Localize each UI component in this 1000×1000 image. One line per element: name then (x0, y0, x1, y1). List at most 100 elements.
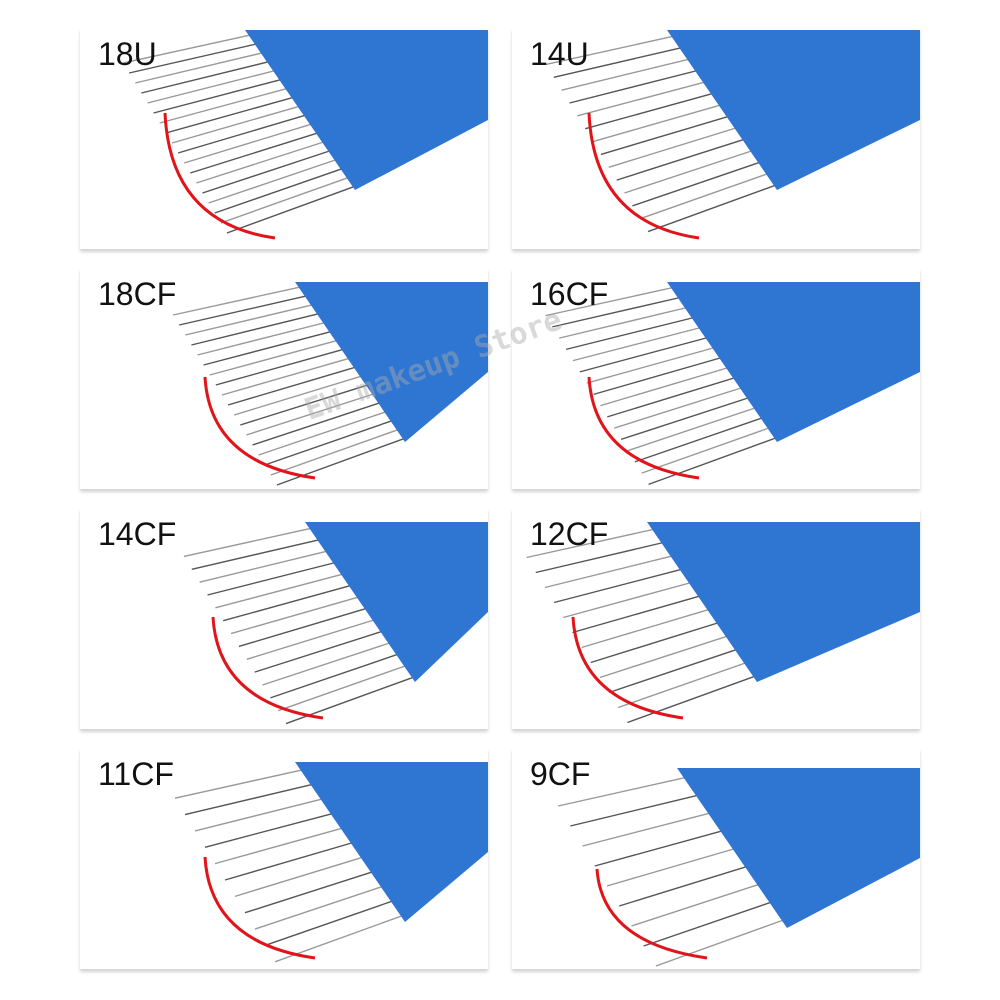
needle (230, 595, 362, 635)
needle (224, 841, 356, 881)
stroke-arc (595, 868, 708, 960)
needle (557, 776, 689, 807)
needle (194, 797, 326, 832)
needle (590, 621, 721, 664)
needle (153, 78, 284, 114)
needle (634, 416, 766, 463)
needle (552, 296, 683, 328)
blade-image (172, 282, 488, 486)
needle (270, 428, 402, 476)
stroke-arc (211, 616, 324, 720)
blade-label: 14U (530, 36, 589, 72)
needle (129, 42, 260, 74)
blade-handle (647, 522, 920, 682)
needle (258, 410, 389, 456)
stroke-arc (587, 376, 700, 480)
stroke-arc (203, 376, 316, 480)
needle (185, 303, 316, 336)
needle (252, 401, 383, 446)
blade-panel: 9CF (512, 748, 920, 969)
needle (632, 160, 763, 207)
blade-label: 18U (98, 36, 157, 72)
needle (639, 172, 771, 220)
needle (246, 618, 377, 660)
needle (190, 131, 321, 174)
needle (277, 664, 409, 712)
needle (141, 60, 272, 94)
blade-panel: 14CF (80, 508, 488, 729)
needle (244, 870, 376, 914)
needle (147, 69, 278, 104)
needle (276, 436, 408, 486)
needle (641, 426, 772, 474)
needle (285, 675, 417, 725)
needle (184, 783, 316, 816)
needle (172, 285, 304, 316)
needle (220, 176, 352, 224)
needle (594, 829, 725, 867)
needle (608, 648, 740, 694)
needle (254, 629, 385, 673)
needle (535, 541, 666, 574)
needle (246, 392, 377, 436)
needle (240, 383, 371, 426)
blade-handle (667, 30, 920, 190)
stroke-arc (571, 616, 684, 720)
needle (207, 561, 338, 596)
needle (197, 321, 328, 356)
needle (570, 793, 701, 827)
needle (579, 336, 710, 373)
needle (227, 365, 359, 406)
needle (209, 339, 340, 376)
blade-handle (245, 30, 488, 190)
needle (643, 900, 774, 947)
blade-image (526, 522, 920, 724)
needle (572, 594, 703, 634)
needle (559, 306, 690, 339)
blade-panel: 14U (512, 28, 920, 249)
needle (221, 356, 353, 396)
needle (215, 347, 347, 386)
needle (177, 113, 309, 154)
needle (553, 46, 684, 78)
needle (599, 634, 731, 679)
blade-handle (305, 522, 488, 682)
needle (648, 436, 779, 486)
blade-handle (295, 282, 488, 442)
needle (606, 847, 738, 887)
needle (264, 899, 396, 947)
blade-panel: 18CF (80, 268, 488, 489)
needle (208, 158, 339, 204)
needle (262, 641, 393, 686)
blade-image (545, 282, 920, 486)
needle (563, 581, 694, 619)
needle (183, 122, 315, 164)
needle (226, 184, 358, 234)
needle (631, 882, 762, 927)
needle (586, 346, 717, 384)
needle (215, 572, 346, 609)
needle (254, 884, 386, 930)
needle (585, 92, 716, 130)
needle (159, 87, 290, 124)
needle (238, 607, 370, 648)
blade-label: 14CF (98, 516, 177, 552)
needle (214, 826, 346, 865)
needle (592, 103, 724, 143)
blade-label: 9CF (530, 756, 591, 792)
needle (600, 366, 731, 407)
needle (619, 865, 750, 907)
blade-panel: 12CF (512, 508, 920, 729)
needle (122, 33, 254, 64)
needle (165, 95, 297, 134)
blade-label: 18CF (98, 276, 177, 312)
needle (616, 137, 747, 181)
needle (620, 396, 752, 441)
needle (233, 374, 365, 416)
blade-image (557, 768, 920, 967)
blade-image (174, 762, 488, 963)
stroke-arc (587, 112, 700, 240)
needle (561, 57, 692, 91)
blade-image (545, 30, 920, 240)
